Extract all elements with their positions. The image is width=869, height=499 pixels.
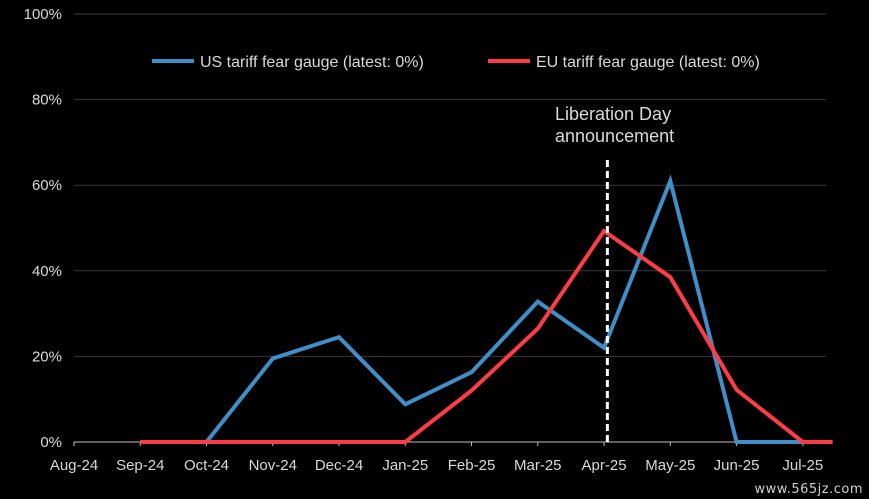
eu-series-line: [140, 228, 833, 444]
series-lines: [140, 174, 833, 444]
x-tick-label: Jan-25: [382, 457, 428, 474]
y-tick-label: 80%: [32, 92, 62, 109]
x-axis-tick-labels: Aug-24 Sep-24 Oct-24 Nov-24 Dec-24 Jan-25 Feb-…: [50, 442, 823, 474]
legend-label-eu: EU tariff fear gauge (latest: 0%): [536, 54, 760, 71]
x-tick-label: Aug-24: [50, 457, 98, 474]
legend: US tariff fear gauge (latest: 0%) EU tari…: [152, 54, 760, 71]
x-tick-label: May-25: [645, 457, 695, 474]
x-tick-label: Sep-24: [116, 457, 164, 474]
x-tick-label: Dec-24: [315, 457, 363, 474]
y-tick-label: 0%: [40, 434, 62, 451]
x-tick-label: Jun-25: [714, 457, 760, 474]
x-tick-label: Oct-24: [184, 457, 229, 474]
annotation-text: announcement: [555, 126, 674, 146]
us-series-line: [140, 174, 833, 444]
x-tick-label: Jul-25: [782, 457, 823, 474]
y-axis-tick-labels: 0% 20% 40% 60% 80% 100%: [24, 6, 62, 451]
watermark: www.565jz.com: [754, 482, 863, 497]
gridlines: [74, 13, 826, 357]
x-tick-label: Mar-25: [514, 457, 562, 474]
y-tick-label: 60%: [32, 177, 62, 194]
y-tick-label: 100%: [24, 6, 62, 23]
annotation-text: Liberation Day: [555, 104, 671, 124]
x-tick-label: Feb-25: [448, 457, 496, 474]
legend-label-us: US tariff fear gauge (latest: 0%): [200, 54, 424, 71]
y-tick-label: 40%: [32, 263, 62, 280]
x-tick-label: Nov-24: [249, 457, 297, 474]
x-tick-label: Apr-25: [582, 457, 627, 474]
y-tick-label: 20%: [32, 348, 62, 365]
